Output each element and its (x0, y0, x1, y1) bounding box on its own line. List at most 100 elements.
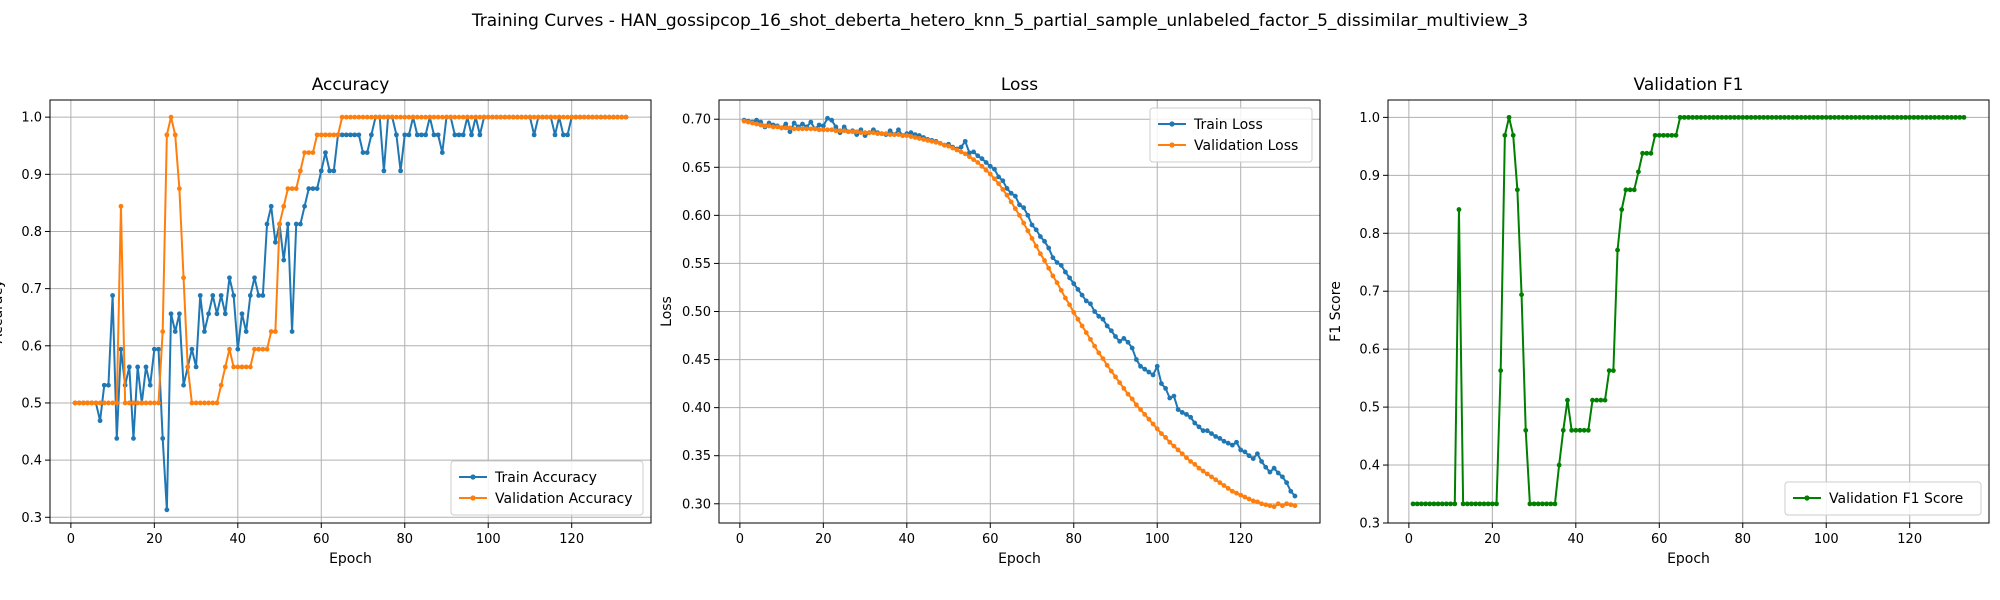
y-tick-label: 0.45 (682, 353, 711, 368)
data-point (373, 114, 378, 120)
data-point (1163, 435, 1168, 440)
data-point (1250, 456, 1256, 461)
data-point (222, 364, 228, 370)
data-point (1071, 281, 1077, 287)
data-point (243, 329, 249, 334)
data-point (1255, 451, 1260, 457)
data-point (1623, 187, 1629, 193)
data-point (72, 400, 78, 406)
chart-panels: 0 20 40 60 80 100 120 0.3 0.4 0.5 0.6 0.7 0.8 0.9 1.0 A… (0, 75, 1990, 567)
data-point (151, 400, 157, 406)
data-point (235, 364, 241, 370)
data-point (97, 418, 103, 424)
data-point (202, 329, 207, 334)
data-point (548, 114, 554, 120)
data-point (101, 400, 107, 406)
data-point (573, 114, 579, 120)
legend-swatch-marker (1169, 142, 1175, 148)
y-tick-label: 0.70 (682, 113, 711, 128)
data-point (348, 114, 353, 120)
data-point (1259, 459, 1264, 464)
data-point (197, 293, 203, 298)
data-point (1175, 447, 1181, 453)
x-tick-label: 60 (982, 532, 999, 547)
data-point (1686, 114, 1691, 120)
data-point (1861, 114, 1867, 120)
data-point (896, 127, 901, 133)
data-point (879, 131, 885, 137)
data-point (1163, 386, 1168, 391)
data-point (1619, 207, 1625, 212)
data-point (1494, 501, 1499, 507)
data-point (1489, 501, 1495, 507)
data-point (310, 186, 316, 192)
data-point (1133, 402, 1139, 408)
data-point (1108, 328, 1114, 334)
data-point (983, 160, 989, 165)
x-tick-label: 0 (67, 532, 75, 547)
data-point (1953, 114, 1959, 120)
data-point (126, 364, 132, 370)
data-point (565, 132, 570, 138)
data-point (172, 132, 178, 138)
data-point (967, 150, 972, 156)
data-point (1523, 427, 1529, 433)
data-point (862, 130, 868, 136)
series-validation-loss (741, 118, 1298, 510)
data-point (477, 114, 483, 120)
data-point (131, 436, 136, 441)
y-tick-label: 0.7 (1359, 285, 1380, 300)
data-point (285, 186, 291, 192)
data-point (1961, 114, 1967, 120)
data-point (93, 400, 99, 406)
data-point (933, 139, 939, 145)
data-point (1510, 132, 1516, 138)
data-point (139, 400, 145, 406)
y-tick-label: 0.9 (1359, 169, 1380, 184)
data-point (1042, 238, 1047, 244)
data-point (904, 133, 910, 138)
data-point (1702, 114, 1708, 120)
data-point (1029, 236, 1035, 241)
data-point (168, 114, 174, 120)
data-point (1894, 114, 1900, 120)
legend: Validation F1 Score (1784, 481, 1982, 516)
y-axis-label: Loss (659, 296, 675, 327)
data-point (1129, 345, 1135, 351)
data-point (1560, 427, 1566, 433)
data-point (577, 114, 583, 120)
data-point (1209, 474, 1214, 480)
data-point (979, 163, 985, 169)
data-point (231, 293, 237, 298)
data-point (377, 114, 383, 120)
data-point (314, 186, 320, 192)
data-point (1740, 114, 1746, 120)
data-point (298, 168, 303, 174)
data-point (1142, 366, 1148, 372)
data-point (256, 346, 262, 352)
data-point (414, 132, 420, 138)
data-point (800, 121, 805, 127)
y-tick-label: 1.0 (1359, 111, 1380, 126)
data-point (339, 132, 345, 138)
data-point (360, 150, 366, 155)
legend: Train Loss Validation Loss (1149, 107, 1313, 163)
data-point (883, 131, 889, 137)
y-tick-label: 0.8 (21, 225, 42, 240)
data-point (331, 132, 337, 138)
data-point (1615, 247, 1620, 253)
data-point (1271, 465, 1277, 471)
data-point (172, 329, 178, 334)
data-point (481, 114, 487, 120)
data-point (176, 311, 182, 317)
data-point (1179, 410, 1185, 415)
data-point (302, 150, 307, 155)
data-point (987, 171, 993, 177)
data-point (808, 119, 814, 125)
data-point (318, 132, 324, 138)
data-point (460, 132, 466, 138)
data-point (560, 132, 566, 138)
data-point (762, 123, 768, 129)
data-point (946, 143, 951, 149)
data-point (1196, 424, 1202, 430)
